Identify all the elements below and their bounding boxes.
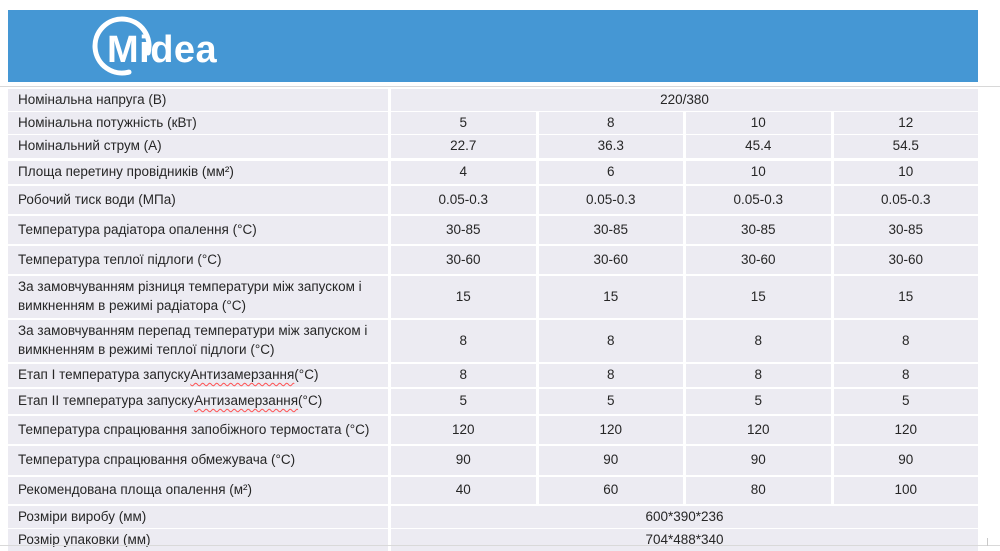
row-value: 8 (833, 319, 978, 362)
row-label: Розмір упаковки (мм) (8, 528, 388, 551)
row-label: Номінальна потужність (кВт) (8, 112, 388, 135)
table-row: Робочий тиск води (МПа) 0.05-0.3 0.05-0.3 0… (8, 185, 978, 214)
row-value: 30-60 (391, 245, 536, 274)
row-value: 30-60 (833, 245, 978, 274)
row-value-merged: 600*390*236 (391, 505, 978, 528)
table-row: Розмір упаковки (мм) 704*488*340 (8, 528, 978, 551)
row-value: 0.05-0.3 (686, 185, 831, 214)
row-value: 30-85 (833, 215, 978, 244)
row-value: 30-60 (686, 245, 831, 274)
row-value: 90 (538, 445, 683, 475)
row-value: 15 (686, 275, 831, 318)
row-value: 5 (833, 388, 978, 414)
row-value: 0.05-0.3 (538, 185, 683, 214)
row-value: 8 (538, 112, 683, 135)
table-row: Етап II температура запуску Антизамерзан… (8, 388, 978, 414)
row-label: Площа перетину провідників (мм²) (8, 160, 388, 184)
row-value-merged: 220/380 (391, 89, 978, 112)
row-value: 8 (538, 363, 683, 387)
row-value: 4 (391, 160, 536, 184)
row-label: Рекомендована площа опалення (м²) (8, 476, 388, 504)
row-value: 15 (391, 275, 536, 318)
row-value: 54.5 (833, 135, 978, 158)
row-value: 100 (833, 476, 978, 504)
table-row: Температура теплої підлоги (°С) 30-60 30-6… (8, 245, 978, 274)
row-value: 45.4 (686, 135, 831, 158)
table-row: Етап I температура запуску Антизамерзанн… (8, 363, 978, 387)
row-value: 8 (686, 363, 831, 387)
row-value: 90 (686, 445, 831, 475)
row-label: Етап II температура запуску Антизамерзан… (8, 388, 388, 414)
row-value: 8 (391, 363, 536, 387)
row-value: 22.7 (391, 135, 536, 158)
row-value: 120 (686, 415, 831, 444)
row-value: 0.05-0.3 (833, 185, 978, 214)
row-value: 6 (538, 160, 683, 184)
row-label: Номінальний струм (А) (8, 135, 388, 158)
row-value: 120 (538, 415, 683, 444)
midea-logo: Midea (92, 16, 218, 76)
row-value: 15 (833, 275, 978, 318)
row-value: 80 (686, 476, 831, 504)
table-row: Номінальна напруга (В) 220/380 (8, 89, 978, 112)
bottom-divider (0, 545, 1000, 546)
row-value: 40 (391, 476, 536, 504)
table-row: Площа перетину провідників (мм²) 4 6 10 10 (8, 160, 978, 184)
row-label: Температура спрацювання обмежувача (°С) (8, 445, 388, 475)
row-value: 10 (686, 160, 831, 184)
table-top-divider (0, 86, 1000, 87)
table-row: Температура спрацювання запобіжного терм… (8, 415, 978, 444)
row-value: 30-85 (391, 215, 536, 244)
row-value: 5 (538, 388, 683, 414)
table-row: Номінальна потужність (кВт) 5 8 10 12 (8, 112, 978, 135)
row-value: 30-60 (538, 245, 683, 274)
row-label: Номінальна напруга (В) (8, 89, 388, 112)
row-value: 0.05-0.3 (391, 185, 536, 214)
row-value: 10 (833, 160, 978, 184)
row-value: 120 (833, 415, 978, 444)
misspelled-word: Антизамерзання (190, 367, 295, 383)
midea-logo-circle-icon (92, 16, 152, 76)
row-value: 5 (391, 112, 536, 135)
row-value: 8 (538, 319, 683, 362)
spec-table: Номінальна напруга (В) 220/380 Номінальна … (8, 89, 978, 551)
table-row: Температура радіатора опалення (°С) 30-85… (8, 215, 978, 244)
row-value-merged: 704*488*340 (391, 528, 978, 551)
table-row: За замовчуванням перепад температури між… (8, 319, 978, 362)
table-row: За замовчуванням різниця температури між… (8, 275, 978, 318)
row-value: 15 (538, 275, 683, 318)
row-value: 36.3 (538, 135, 683, 158)
brand-wordmark: Midea (107, 29, 218, 71)
misspelled-word: Антизамерзання (194, 393, 299, 409)
row-value: 5 (686, 388, 831, 414)
row-label: Етап I температура запуску Антизамерзанн… (8, 363, 388, 387)
row-label: За замовчуванням різниця температури між… (8, 275, 388, 318)
row-value: 5 (391, 388, 536, 414)
table-row: Розміри виробу (мм) 600*390*236 (8, 505, 978, 528)
row-label: Температура спрацювання запобіжного терм… (8, 415, 388, 444)
brand-banner: Midea (8, 10, 978, 82)
right-edge-tick (987, 538, 988, 546)
table-row: Рекомендована площа опалення (м²) 40 60 80 1… (8, 476, 978, 504)
row-label: Робочий тиск води (МПа) (8, 185, 388, 214)
row-value: 8 (833, 363, 978, 387)
row-value: 60 (538, 476, 683, 504)
row-value: 90 (391, 445, 536, 475)
table-row: Температура спрацювання обмежувача (°С) 9… (8, 445, 978, 475)
row-value: 8 (686, 319, 831, 362)
row-value: 30-85 (538, 215, 683, 244)
row-value: 10 (686, 112, 831, 135)
row-value: 90 (833, 445, 978, 475)
row-label: Температура теплої підлоги (°С) (8, 245, 388, 274)
row-value: 120 (391, 415, 536, 444)
row-value: 30-85 (686, 215, 831, 244)
row-value: 12 (833, 112, 978, 135)
row-label: За замовчуванням перепад температури між… (8, 319, 388, 362)
row-value: 8 (391, 319, 536, 362)
table-row: Номінальний струм (А) 22.7 36.3 45.4 54.5 (8, 135, 978, 158)
row-label: Розміри виробу (мм) (8, 505, 388, 528)
row-label: Температура радіатора опалення (°С) (8, 215, 388, 244)
